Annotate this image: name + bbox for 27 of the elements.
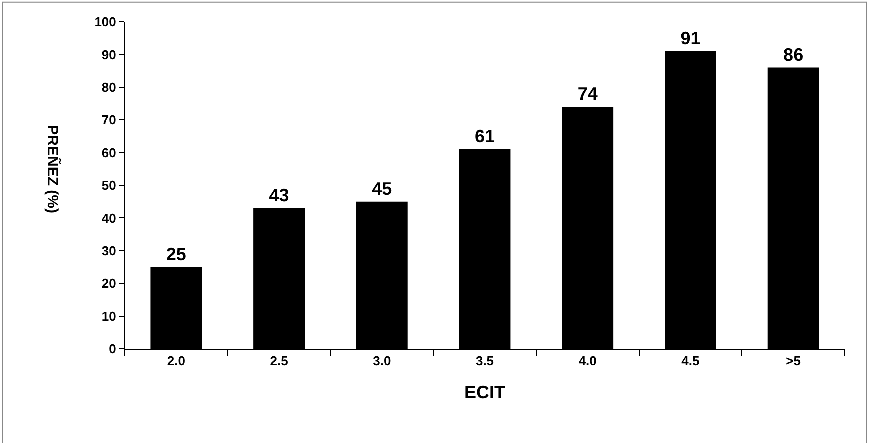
data-label: 61 bbox=[474, 126, 496, 147]
data-label: 45 bbox=[372, 178, 392, 199]
y-tick-label: 20 bbox=[102, 276, 116, 292]
y-tick-label: 100 bbox=[94, 14, 116, 30]
x-axis-title: ECIT bbox=[464, 382, 506, 403]
y-tick-label: 50 bbox=[102, 178, 116, 194]
x-tick-label: 3.5 bbox=[476, 354, 494, 369]
y-tick-label: 0 bbox=[109, 342, 116, 357]
data-label: 25 bbox=[166, 244, 186, 264]
data-label: 86 bbox=[784, 44, 804, 65]
x-tick-label: 2.0 bbox=[167, 354, 186, 369]
y-axis-title: PREÑEZ (%) bbox=[44, 125, 62, 214]
x-tick-label: >5 bbox=[786, 354, 801, 369]
x-tick-label: 3.0 bbox=[373, 354, 392, 369]
data-label: 43 bbox=[269, 185, 290, 206]
y-tick-label: 10 bbox=[102, 308, 116, 324]
y-tick-label: 80 bbox=[102, 80, 116, 95]
y-tick-label: 30 bbox=[102, 243, 116, 258]
y-tick-label: 60 bbox=[102, 145, 116, 160]
x-tick-label: 2.5 bbox=[270, 354, 288, 369]
y-tick-label: 40 bbox=[102, 210, 116, 226]
x-tick-label: 4.5 bbox=[682, 354, 700, 369]
data-label: 74 bbox=[578, 84, 598, 104]
x-tick-label: 4.0 bbox=[578, 354, 597, 369]
y-tick-label: 70 bbox=[102, 112, 116, 128]
data-label: 91 bbox=[680, 28, 701, 48]
y-tick-label: 90 bbox=[102, 47, 116, 62]
